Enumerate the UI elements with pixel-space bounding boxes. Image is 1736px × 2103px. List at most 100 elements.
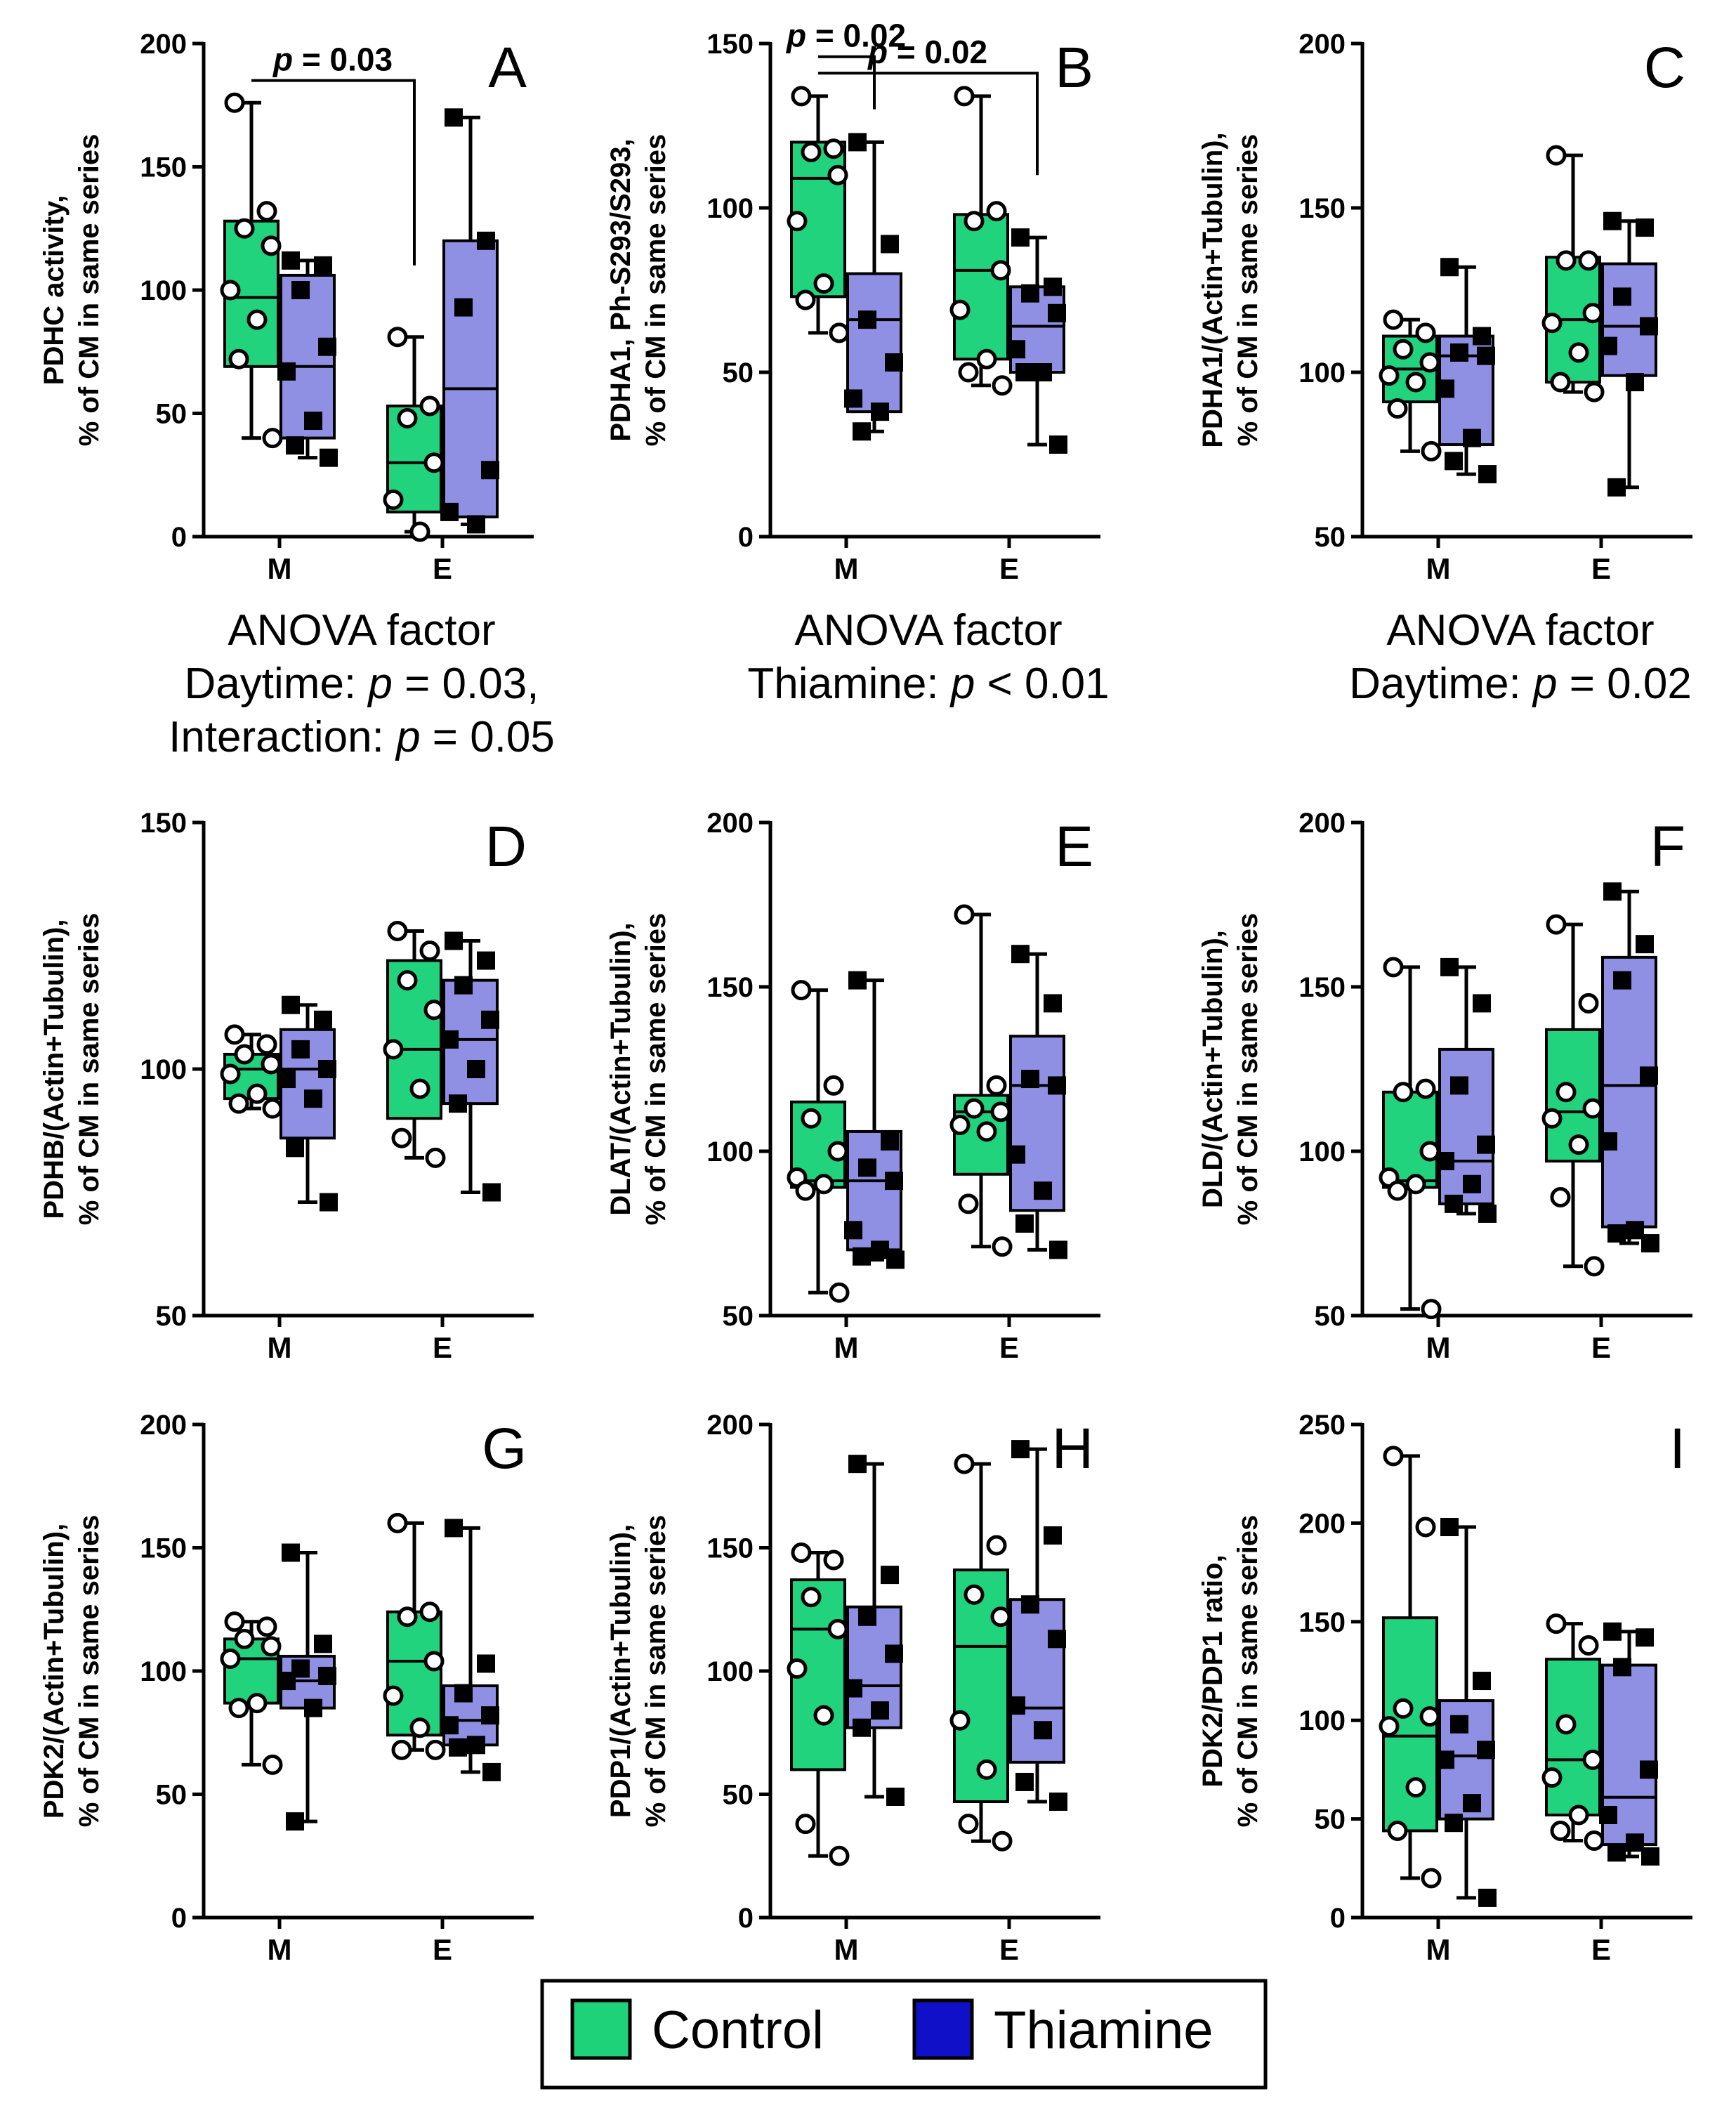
x-category-label: E xyxy=(999,1331,1019,1364)
box-thiamine-m xyxy=(1436,1518,1497,1907)
data-point-thiamine xyxy=(467,515,485,534)
y-tick-label: 100 xyxy=(706,193,754,224)
y-axis-title: PDHA1, Ph-S293/S293, xyxy=(605,138,636,441)
data-point-control xyxy=(791,1542,812,1564)
y-axis-title: PDHC activity, xyxy=(39,195,70,385)
data-point-control xyxy=(813,1174,834,1195)
box-thiamine-e xyxy=(1599,211,1658,497)
panel-letter: G xyxy=(482,1417,527,1481)
y-tick-label: 150 xyxy=(1298,193,1346,224)
data-point-control xyxy=(976,1759,997,1780)
data-point-control xyxy=(391,1127,412,1148)
data-point-thiamine xyxy=(1049,435,1067,454)
data-point-control xyxy=(949,1115,971,1136)
data-point-control xyxy=(1405,1777,1426,1798)
y-tick-label: 0 xyxy=(1330,1903,1346,1934)
anova-text-part: Thiamine: xyxy=(747,660,950,708)
data-point-thiamine xyxy=(1015,363,1034,381)
data-point-control xyxy=(261,1636,282,1657)
data-point-thiamine xyxy=(1603,211,1622,230)
y-axis-title: % of CM in same series xyxy=(640,1515,671,1828)
box-control-e xyxy=(383,1512,446,1760)
data-point-control xyxy=(1379,1716,1400,1737)
x-category-label: E xyxy=(1591,552,1611,585)
data-point-control xyxy=(256,1616,277,1637)
data-point-thiamine xyxy=(318,1060,336,1078)
data-point-control xyxy=(1546,914,1567,935)
data-point-thiamine xyxy=(467,1060,485,1078)
data-point-thiamine xyxy=(454,1684,473,1703)
y-tick-label: 50 xyxy=(723,1780,754,1811)
anova-text-part: = 0.05 xyxy=(421,713,555,761)
data-point-thiamine xyxy=(320,448,338,467)
p-symbol: p xyxy=(867,34,888,70)
panel-b: 0 50 100 150 M E PDHA1, Ph-S293/S293,% of CM i… xyxy=(605,18,1110,708)
data-point-thiamine xyxy=(1599,1132,1617,1151)
data-point-control xyxy=(387,920,408,941)
panel-letter: B xyxy=(1055,36,1093,100)
data-point-thiamine xyxy=(844,389,862,408)
anova-text-part: < 0.01 xyxy=(975,660,1109,708)
data-point-thiamine xyxy=(853,422,871,441)
data-point-control xyxy=(224,1024,245,1045)
y-tick-label: 150 xyxy=(706,1533,754,1564)
y-tick-label: 0 xyxy=(738,1903,754,1934)
data-point-thiamine xyxy=(1021,1595,1039,1614)
data-point-control xyxy=(1568,342,1589,363)
panels: 0 50 100 150 200 M E PDHC activity, % of CM in s… xyxy=(39,18,1692,1966)
data-point-control xyxy=(990,1606,1011,1627)
bracket-line xyxy=(818,72,1039,176)
data-point-thiamine xyxy=(1473,1672,1491,1691)
significance-bracket: p = 0.03 xyxy=(251,41,416,266)
data-point-thiamine xyxy=(1477,1135,1495,1154)
x-category-label: M xyxy=(834,552,859,585)
data-point-control xyxy=(234,218,255,239)
x-category-label: E xyxy=(1591,1331,1611,1364)
data-point-control xyxy=(423,1651,445,1672)
y-tick-label: 200 xyxy=(1298,808,1346,839)
box-thiamine-e xyxy=(440,1519,501,1781)
data-point-control xyxy=(220,1648,241,1669)
y-axis-title: PDP1/(Actin+Tubulin), xyxy=(605,1524,636,1818)
y-axis-title: DLAT/(Actin+Tubulin), xyxy=(605,922,636,1215)
y-tick-label: 150 xyxy=(1298,1607,1346,1638)
data-point-control xyxy=(958,1814,979,1835)
x-category-label: E xyxy=(999,1933,1019,1966)
y-tick-label: 150 xyxy=(706,972,754,1003)
data-point-control xyxy=(1541,1108,1563,1129)
y-tick-label: 100 xyxy=(1298,358,1346,388)
data-point-control xyxy=(1421,440,1442,461)
y-tick-label: 100 xyxy=(1298,1705,1346,1736)
data-point-control xyxy=(1383,309,1404,330)
data-point-thiamine xyxy=(886,1788,905,1807)
box-iqr xyxy=(386,1610,442,1737)
data-point-thiamine xyxy=(320,1193,338,1212)
data-point-thiamine xyxy=(1044,1526,1062,1545)
data-point-control xyxy=(261,235,282,256)
y-tick-label: 150 xyxy=(140,152,187,183)
box-iqr xyxy=(1438,1047,1494,1205)
panel-d: 50 100 150 M E PDHB/(Actin+Tubulin),% of CM i… xyxy=(39,808,534,1364)
anova-line: Interaction: p = 0.05 xyxy=(169,713,555,761)
data-point-control xyxy=(425,1147,446,1168)
data-point-control xyxy=(1393,1698,1414,1719)
panel-h: 0 50 100 150 200 M E PDP1/(Actin+Tubulin),% of … xyxy=(605,1410,1100,1966)
data-point-thiamine xyxy=(1641,1847,1659,1866)
p-value-label: p = 0.02 xyxy=(867,34,987,70)
data-point-control xyxy=(1578,992,1599,1014)
data-point-control xyxy=(1393,339,1414,360)
data-point-thiamine xyxy=(304,1089,322,1108)
data-point-control xyxy=(256,201,277,222)
data-point-control xyxy=(787,1658,808,1679)
data-point-control xyxy=(1541,1767,1563,1788)
box-control-e xyxy=(383,920,446,1168)
data-point-thiamine xyxy=(1613,287,1631,306)
data-point-control xyxy=(246,1693,268,1714)
box-thiamine-m xyxy=(844,971,905,1269)
y-tick-label: 150 xyxy=(140,1533,187,1564)
data-point-thiamine xyxy=(1048,1630,1066,1649)
data-point-thiamine xyxy=(1640,317,1658,336)
box-iqr xyxy=(846,1605,902,1729)
box-control-e xyxy=(949,904,1013,1257)
data-point-control xyxy=(791,980,812,1001)
